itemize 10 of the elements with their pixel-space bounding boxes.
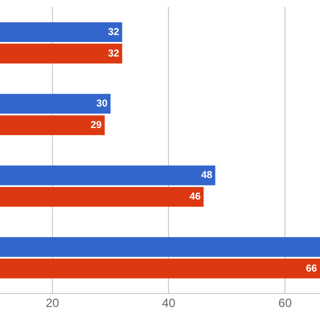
x-tick-label: 40 [162, 296, 176, 310]
data-label: 32 [108, 48, 120, 60]
data-label: 46 [190, 192, 202, 203]
data-label: 30 [96, 98, 108, 110]
x-tick-label: 20 [46, 296, 60, 310]
data-label: 29 [90, 120, 102, 131]
data-label: 48 [201, 170, 213, 182]
x-tick-label: 60 [278, 296, 292, 310]
data-label: 32 [108, 26, 120, 38]
data-label: 66 [306, 263, 318, 274]
